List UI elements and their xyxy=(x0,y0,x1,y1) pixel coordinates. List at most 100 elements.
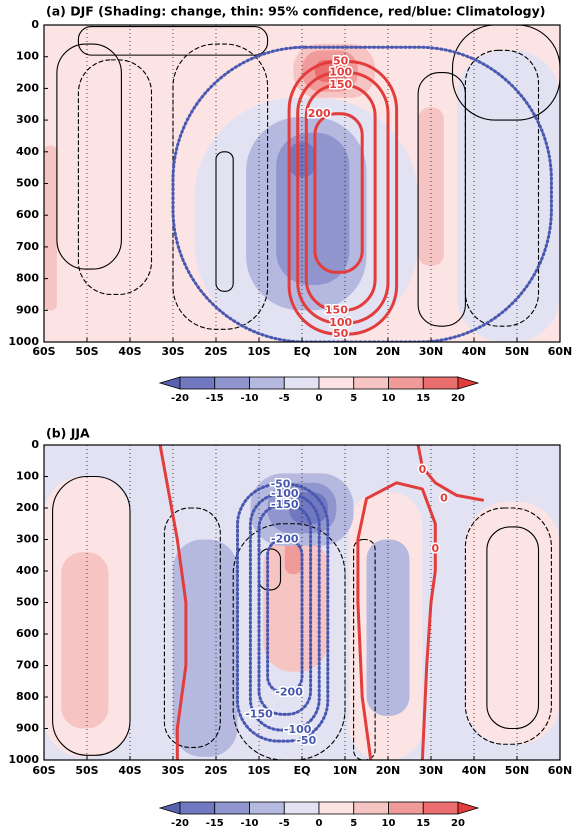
y-tick-label: 400 xyxy=(16,564,39,577)
climatology-contour xyxy=(287,59,399,336)
x-tick-label: 40N xyxy=(462,764,487,777)
colorbar-tick-label: -10 xyxy=(240,818,258,826)
y-tick-label: 600 xyxy=(16,208,39,221)
y-tick-label: 900 xyxy=(16,303,39,316)
contour-label: 150 xyxy=(325,303,348,316)
colorbar-segment xyxy=(457,801,480,815)
contour-label: 0 xyxy=(440,492,448,505)
panel-title: (a) DJF (Shading: change, thin: 95% conf… xyxy=(46,4,546,19)
contour-label: -100 xyxy=(284,723,312,736)
colorbar-segment xyxy=(283,376,320,390)
y-tick-label: 800 xyxy=(16,272,39,285)
colorbar-tick-label: 15 xyxy=(416,393,430,404)
x-tick-label: 60N xyxy=(548,764,573,777)
x-tick-label: 30N xyxy=(419,764,444,777)
x-tick-label: 30S xyxy=(161,345,184,358)
y-tick-label: 500 xyxy=(16,177,39,190)
contour-label: 200 xyxy=(308,107,331,120)
confidence-contour xyxy=(77,59,153,296)
colorbar-segment xyxy=(158,376,181,390)
colorbar-tick-label: 20 xyxy=(451,818,465,826)
colorbar-tick-label: -5 xyxy=(279,818,290,826)
colorbar-segment xyxy=(249,376,285,390)
x-tick-label: 20N xyxy=(376,345,401,358)
y-tick-label: 100 xyxy=(16,50,39,63)
contour-label: 50 xyxy=(333,327,349,340)
confidence-contour xyxy=(486,526,540,730)
confidence-contour xyxy=(56,43,122,270)
colorbar-segment xyxy=(353,801,389,815)
climatology-contour xyxy=(416,445,485,502)
x-tick-label: EQ xyxy=(294,345,311,358)
panel-title: (b) JJA xyxy=(46,426,90,441)
colorbar-segment xyxy=(318,801,355,815)
colorbar-tick-label: 5 xyxy=(350,393,357,404)
contour-label: -100 xyxy=(271,487,299,500)
confidence-contour xyxy=(77,26,269,56)
x-tick-label: 40S xyxy=(118,345,141,358)
colorbar-tick-label: -15 xyxy=(206,818,224,826)
colorbar-tick-label: 0 xyxy=(316,393,323,404)
climatology-contour xyxy=(296,71,390,325)
shading-region xyxy=(173,539,238,757)
x-tick-label: 20S xyxy=(204,764,227,777)
colorbar-tick-label: 10 xyxy=(382,818,396,826)
climatology-contour xyxy=(304,83,377,312)
contour-label: -200 xyxy=(275,685,303,698)
shading-region xyxy=(366,539,410,716)
colorbar-segment xyxy=(249,801,285,815)
x-tick-label: 30N xyxy=(419,345,444,358)
confidence-contour xyxy=(353,538,376,760)
shading-region xyxy=(61,552,109,729)
x-tick-label: 10N xyxy=(333,345,358,358)
y-tick-label: 200 xyxy=(16,501,39,514)
shading-region xyxy=(456,50,560,342)
y-tick-label: 900 xyxy=(16,722,39,735)
colorbar-segment xyxy=(179,376,216,390)
climatology-contour xyxy=(257,503,313,716)
y-tick-label: 600 xyxy=(16,627,39,640)
x-tick-label: 50S xyxy=(75,345,98,358)
colorbar-tick-label: 0 xyxy=(316,818,323,826)
x-tick-label: 30S xyxy=(161,764,184,777)
climatology-contour xyxy=(236,482,330,743)
contour-label: 150 xyxy=(329,78,352,91)
contour-label: -50 xyxy=(271,477,291,490)
colorbar-tick-label: -20 xyxy=(171,818,189,826)
y-tick-label: 0 xyxy=(31,438,39,451)
contour-label: -150 xyxy=(271,498,299,511)
colorbar-tick-label: 5 xyxy=(350,818,357,826)
y-tick-label: 300 xyxy=(16,533,39,546)
colorbar-segment xyxy=(353,376,389,390)
x-tick-label: 60S xyxy=(32,764,55,777)
x-tick-label: EQ xyxy=(294,764,311,777)
x-tick-label: 40S xyxy=(118,764,141,777)
colorbar-tick-label: 10 xyxy=(382,393,396,404)
colorbar-tick-label: 20 xyxy=(451,393,465,404)
y-tick-label: 200 xyxy=(16,81,39,94)
x-tick-label: 50S xyxy=(75,764,98,777)
x-tick-label: 50N xyxy=(505,345,530,358)
y-tick-label: 400 xyxy=(16,145,39,158)
colorbar-tick-label: -15 xyxy=(206,393,224,404)
climatology-contour xyxy=(356,481,437,760)
colorbar-segment xyxy=(179,801,216,815)
contour-label: -150 xyxy=(245,707,273,720)
confidence-contour xyxy=(464,507,552,745)
confidence-contour xyxy=(215,151,234,292)
shading-region xyxy=(44,145,57,311)
x-tick-label: 10N xyxy=(333,764,358,777)
x-tick-label: 20S xyxy=(204,345,227,358)
colorbar-segment xyxy=(388,801,424,815)
y-tick-label: 500 xyxy=(16,596,39,609)
climatology-contour xyxy=(158,445,188,760)
contour-label: -50 xyxy=(296,734,316,747)
colorbar-segment xyxy=(214,376,250,390)
confidence-contour xyxy=(417,72,466,327)
shading-region xyxy=(418,107,444,266)
contour-label: 100 xyxy=(329,66,352,79)
colorbar-segment xyxy=(214,801,250,815)
contour-label: -200 xyxy=(271,533,299,546)
